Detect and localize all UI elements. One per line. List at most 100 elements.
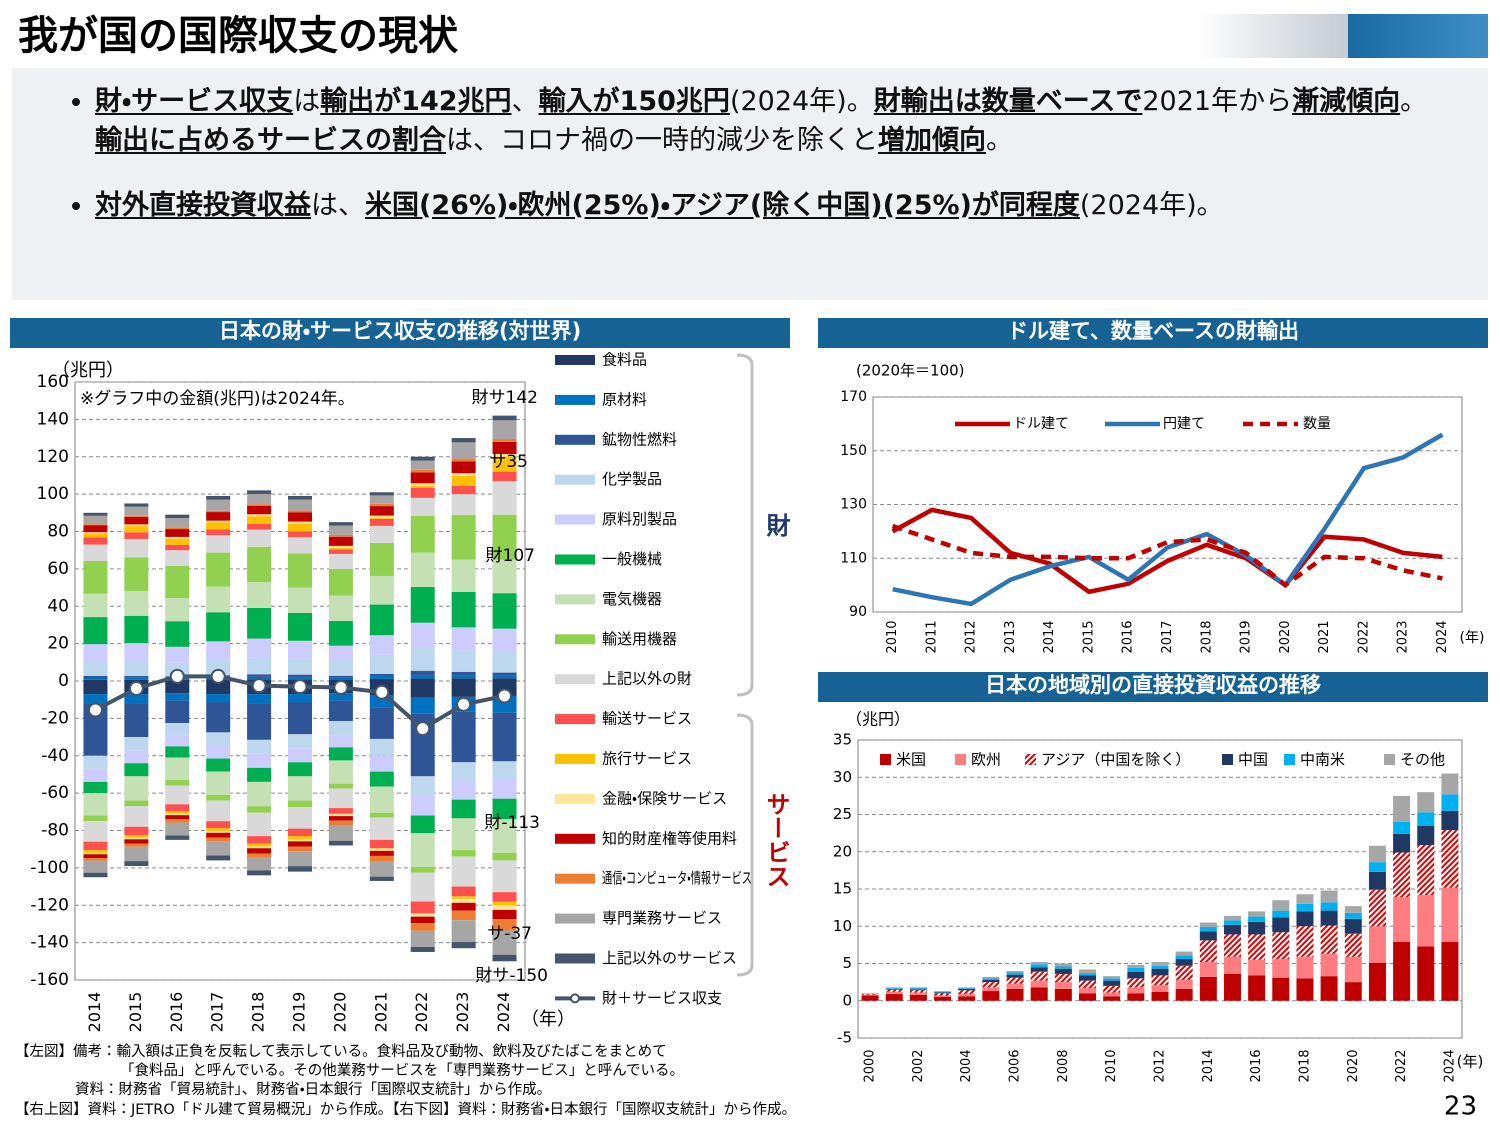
bar-segment	[288, 734, 312, 749]
bar-segment	[124, 839, 149, 844]
y-tick-label: 140	[37, 409, 69, 429]
emphasis-text: 輸出が142兆円	[320, 86, 512, 117]
bar-segment	[492, 860, 517, 893]
legend-label: 化学製品	[602, 470, 662, 488]
group-label: サービス	[762, 792, 790, 888]
balance-marker	[333, 680, 349, 696]
group-label: 財	[762, 513, 790, 538]
bar-segment	[328, 522, 353, 526]
bar-segment	[1151, 968, 1169, 976]
bar-segment	[451, 856, 476, 887]
legend-label: 中国	[1238, 751, 1268, 769]
bar-segment	[83, 854, 108, 859]
bar-segment	[124, 846, 149, 862]
bar-segment	[1030, 964, 1048, 968]
legend-label: 輸送サービス	[602, 710, 692, 728]
bar-segment	[288, 828, 312, 837]
bar-segment	[206, 499, 231, 511]
bar-segment	[369, 604, 394, 636]
bar-segment	[492, 954, 517, 962]
y-tick-label: 30	[833, 768, 852, 786]
bar-segment	[410, 460, 435, 470]
bar-segment	[247, 523, 272, 530]
bar-segment	[206, 641, 231, 660]
bar-segment	[492, 471, 517, 482]
bar-segment	[83, 815, 108, 822]
legend-label: 金融・保険サービス	[602, 789, 727, 807]
bar-segment	[206, 681, 231, 695]
bar-segment	[410, 483, 435, 486]
bar-segment	[83, 860, 108, 873]
bar-segment	[1223, 920, 1241, 925]
bar-segment	[206, 529, 231, 536]
y-tick-label: 100	[37, 484, 69, 504]
legend-swatch	[955, 754, 966, 765]
bar-segment	[451, 461, 476, 474]
bar-segment	[885, 994, 903, 1001]
bar-segment	[83, 525, 108, 533]
bar-segment	[328, 677, 353, 680]
bar-segment	[1151, 962, 1169, 966]
bar-segment	[1030, 967, 1048, 972]
bar-segment	[492, 672, 517, 676]
emphasis-text: 漸減傾向	[1292, 86, 1401, 117]
bar-segment	[206, 771, 231, 795]
bar-segment	[124, 737, 149, 751]
bar-segment	[492, 892, 517, 902]
bullet-text: 。	[1400, 86, 1428, 117]
legend-swatch	[555, 434, 595, 445]
bar-segment	[1441, 810, 1459, 831]
bar-segment	[206, 855, 231, 861]
bar-segment	[1006, 988, 1024, 1001]
bar-segment	[1344, 912, 1362, 919]
bar-segment	[492, 919, 517, 931]
bar-segment	[247, 516, 272, 524]
y-tick-label: 40	[47, 596, 69, 616]
bar-segment	[206, 552, 231, 587]
bar-segment	[410, 485, 435, 488]
bar-segment	[1320, 953, 1338, 977]
bar-segment	[1368, 889, 1386, 927]
bar-segment	[288, 762, 312, 777]
bar-segment	[328, 595, 353, 622]
bar-segment	[369, 738, 394, 756]
bullet-text: 2021年から	[1142, 86, 1293, 117]
bar-segment	[492, 819, 517, 853]
y-tick-label: -160	[30, 970, 69, 990]
bar-segment	[288, 510, 312, 513]
bar-segment	[206, 831, 231, 833]
bar-segment	[206, 586, 231, 613]
group-bracket	[736, 353, 754, 697]
series-line	[892, 432, 1444, 607]
footnote: 資料：財務省「貿易統計」、財務省・日本銀行「国際収支統計」から作成。	[75, 1081, 551, 1098]
bar-segment	[451, 671, 476, 676]
bar-segment	[288, 537, 312, 554]
bar-segment	[909, 989, 927, 991]
x-tick-label: 2010	[1104, 1049, 1119, 1082]
bar-segment	[247, 753, 272, 768]
bullet-text: (2024年)。	[1079, 190, 1224, 221]
footnote: 【左図】備考：輸入額は正負を反転して表示している。食料品及び動物、飲料及びたばこ…	[15, 1043, 667, 1060]
bar-segment	[982, 991, 1000, 1001]
bar-segment	[492, 420, 517, 439]
bar-segment	[83, 524, 108, 526]
bar-segment	[369, 654, 394, 674]
bar-segment	[1344, 956, 1362, 983]
bar-segment	[410, 916, 435, 924]
bar-segment	[165, 815, 190, 820]
x-tick-label: 2024	[1442, 1049, 1457, 1082]
emphasis-text: 財・サービス収支	[95, 86, 294, 117]
bar-segment	[410, 914, 435, 917]
x-tick-label: 2019	[1239, 620, 1254, 653]
legend-label: 輸送用機器	[602, 630, 677, 648]
bar-segment	[492, 593, 517, 629]
bar-segment	[451, 896, 476, 899]
bar-segment	[1127, 967, 1145, 972]
bar-segment	[1006, 974, 1024, 978]
y-tick-label: 80	[47, 522, 69, 542]
y-tick-label: 170	[840, 389, 867, 405]
bar-segment	[83, 781, 108, 794]
bar-segment	[451, 473, 476, 476]
legend-label: 知的財産権等使用料	[602, 829, 737, 847]
bar-segment	[206, 732, 231, 746]
